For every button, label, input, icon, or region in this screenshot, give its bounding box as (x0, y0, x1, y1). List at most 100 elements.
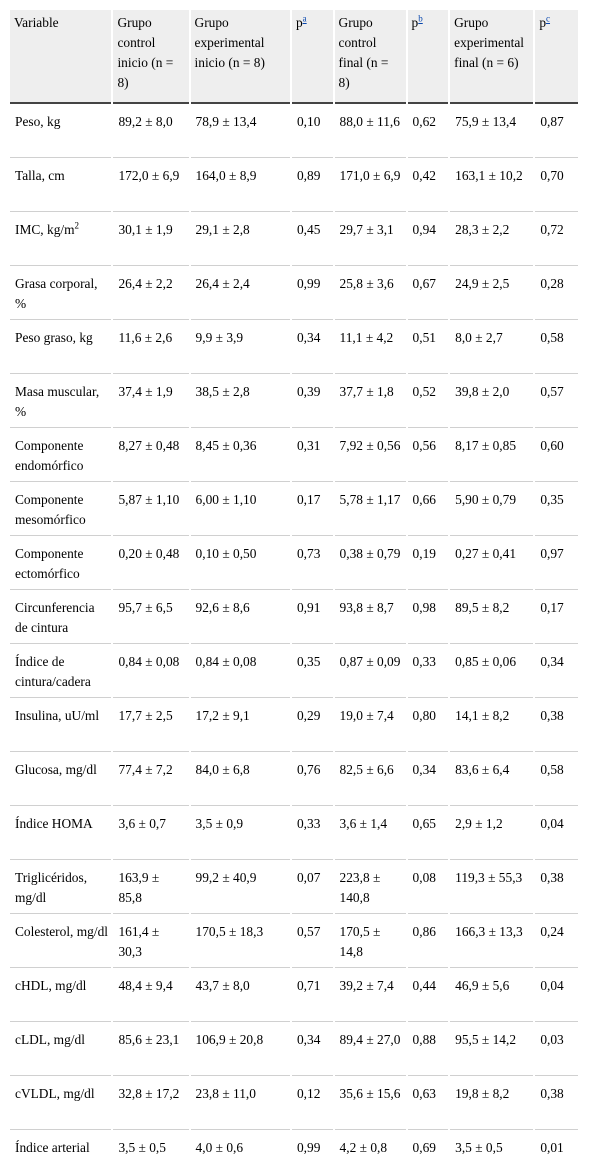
cell-experimental-final: 163,1 ± 10,2 (450, 160, 534, 212)
table-row: Talla, cm 172,0 ± 6,9 164,0 ± 8,9 0,89 171,0… (10, 160, 578, 212)
footnote-link-b[interactable]: b (418, 13, 423, 24)
cell-p-a: 0,73 (291, 538, 333, 590)
cell-p-a: 0,33 (291, 808, 333, 860)
cell-experimental-start: 29,1 ± 2,8 (190, 214, 290, 266)
cell-experimental-start: 0,84 ± 0,08 (190, 646, 290, 698)
cell-experimental-start: 170,5 ± 18,3 (190, 916, 290, 968)
cell-experimental-start: 43,7 ± 8,0 (190, 970, 290, 1022)
cell-p-a: 0,12 (291, 1078, 333, 1130)
cell-experimental-start: 26,4 ± 2,4 (190, 268, 290, 320)
cell-p-b: 0,33 (407, 646, 449, 698)
cell-control-start: 3,6 ± 0,7 (113, 808, 189, 860)
cell-control-start: 0,84 ± 0,08 (113, 646, 189, 698)
table-row: Peso, kg 89,2 ± 8,0 78,9 ± 13,4 0,10 88,0 ± … (10, 106, 578, 158)
cell-control-final: 88,0 ± 11,6 (334, 106, 406, 158)
cell-p-b: 0,66 (407, 484, 449, 536)
cell-p-b: 0,42 (407, 160, 449, 212)
cell-p-b: 0,94 (407, 214, 449, 266)
cell-experimental-start: 78,9 ± 13,4 (190, 106, 290, 158)
cell-experimental-start: 9,9 ± 3,9 (190, 322, 290, 374)
cell-p-a: 0,57 (291, 916, 333, 968)
cell-p-c: 0,24 (535, 916, 578, 968)
cell-experimental-final: 39,8 ± 2,0 (450, 376, 534, 428)
table-row: Colesterol, mg/dl 161,4 ± 30,3 170,5 ± 18,… (10, 916, 578, 968)
cell-experimental-start: 0,10 ± 0,50 (190, 538, 290, 590)
header-experimental-start: Grupo experimental inicio (n = 8) (190, 10, 290, 104)
cell-variable: Glucosa, mg/dl (10, 754, 112, 806)
cell-p-a: 0,99 (291, 268, 333, 320)
header-control-final: Grupo control final (n = 8) (334, 10, 406, 104)
cell-p-b: 0,44 (407, 970, 449, 1022)
cell-control-start: 11,6 ± 2,6 (113, 322, 189, 374)
header-p-b: pb (407, 10, 449, 104)
cell-control-final: 19,0 ± 7,4 (334, 700, 406, 752)
cell-p-c: 0,38 (535, 1078, 578, 1130)
cell-p-a: 0,99 (291, 1132, 333, 1162)
footnote-link-a[interactable]: a (302, 13, 307, 24)
footnote-link-c[interactable]: c (546, 13, 551, 24)
cell-variable: Insulina, uU/ml (10, 700, 112, 752)
cell-p-b: 0,34 (407, 754, 449, 806)
cell-p-b: 0,98 (407, 592, 449, 644)
cell-p-c: 0,58 (535, 322, 578, 374)
cell-p-a: 0,89 (291, 160, 333, 212)
cell-variable: Índice HOMA (10, 808, 112, 860)
cell-experimental-final: 8,17 ± 0,85 (450, 430, 534, 482)
cell-control-final: 0,87 ± 0,09 (334, 646, 406, 698)
cell-control-start: 95,7 ± 6,5 (113, 592, 189, 644)
cell-experimental-final: 28,3 ± 2,2 (450, 214, 534, 266)
cell-p-a: 0,35 (291, 646, 333, 698)
cell-p-b: 0,51 (407, 322, 449, 374)
cell-variable: Peso, kg (10, 106, 112, 158)
cell-control-start: 172,0 ± 6,9 (113, 160, 189, 212)
cell-p-a: 0,45 (291, 214, 333, 266)
table-row: Triglicéridos, mg/dl 163,9 ± 85,8 99,2 ± 4… (10, 862, 578, 914)
cell-p-c: 0,58 (535, 754, 578, 806)
header-experimental-final: Grupo experimental final (n = 6) (450, 10, 534, 104)
cell-experimental-final: 95,5 ± 14,2 (450, 1024, 534, 1076)
cell-p-b: 0,08 (407, 862, 449, 914)
cell-p-a: 0,29 (291, 700, 333, 752)
cell-variable: Triglicéridos, mg/dl (10, 862, 112, 914)
cell-p-c: 0,28 (535, 268, 578, 320)
unit-exponent: 2 (74, 220, 80, 231)
cell-variable: Colesterol, mg/dl (10, 916, 112, 968)
cell-control-final: 170,5 ± 14,8 (334, 916, 406, 968)
table-row: Glucosa, mg/dl 77,4 ± 7,2 84,0 ± 6,8 0,76 82… (10, 754, 578, 806)
cell-p-b: 0,52 (407, 376, 449, 428)
cell-experimental-start: 6,00 ± 1,10 (190, 484, 290, 536)
cell-control-start: 163,9 ± 85,8 (113, 862, 189, 914)
cell-experimental-start: 23,8 ± 11,0 (190, 1078, 290, 1130)
cell-variable: Talla, cm (10, 160, 112, 212)
cell-experimental-start: 92,6 ± 8,6 (190, 592, 290, 644)
cell-experimental-start: 3,5 ± 0,9 (190, 808, 290, 860)
cell-p-b: 0,86 (407, 916, 449, 968)
cell-control-final: 25,8 ± 3,6 (334, 268, 406, 320)
cell-variable: Masa muscular, % (10, 376, 112, 428)
table-row: cLDL, mg/dl 85,6 ± 23,1 106,9 ± 20,8 0,34 89… (10, 1024, 578, 1076)
cell-p-b: 0,88 (407, 1024, 449, 1076)
cell-control-start: 89,2 ± 8,0 (113, 106, 189, 158)
cell-control-start: 30,1 ± 1,9 (113, 214, 189, 266)
results-table-container: Variable Grupo control inicio (n = 8) Gr… (10, 8, 580, 1164)
cell-variable: Componente endomórfico (10, 430, 112, 482)
cell-experimental-final: 14,1 ± 8,2 (450, 700, 534, 752)
table-row: Masa muscular, % 37,4 ± 1,9 38,5 ± 2,8 0,39… (10, 376, 578, 428)
table-row: Índice de cintura/cadera 0,84 ± 0,08 0,84 … (10, 646, 578, 698)
cell-variable: IMC, kg/m2 (10, 214, 112, 266)
header-p-c: pc (535, 10, 578, 104)
cell-variable: cLDL, mg/dl (10, 1024, 112, 1076)
cell-p-b: 0,65 (407, 808, 449, 860)
cell-experimental-final: 2,9 ± 1,2 (450, 808, 534, 860)
cell-p-b: 0,67 (407, 268, 449, 320)
cell-experimental-final: 75,9 ± 13,4 (450, 106, 534, 158)
cell-control-final: 89,4 ± 27,0 (334, 1024, 406, 1076)
cell-variable: Índice de cintura/cadera (10, 646, 112, 698)
cell-p-c: 0,60 (535, 430, 578, 482)
cell-control-start: 26,4 ± 2,2 (113, 268, 189, 320)
cell-control-final: 5,78 ± 1,17 (334, 484, 406, 536)
results-table: Variable Grupo control inicio (n = 8) Gr… (8, 8, 580, 1164)
cell-p-c: 0,17 (535, 592, 578, 644)
cell-control-start: 85,6 ± 23,1 (113, 1024, 189, 1076)
table-row: Índice HOMA 3,6 ± 0,7 3,5 ± 0,9 0,33 3,6 ± 1… (10, 808, 578, 860)
